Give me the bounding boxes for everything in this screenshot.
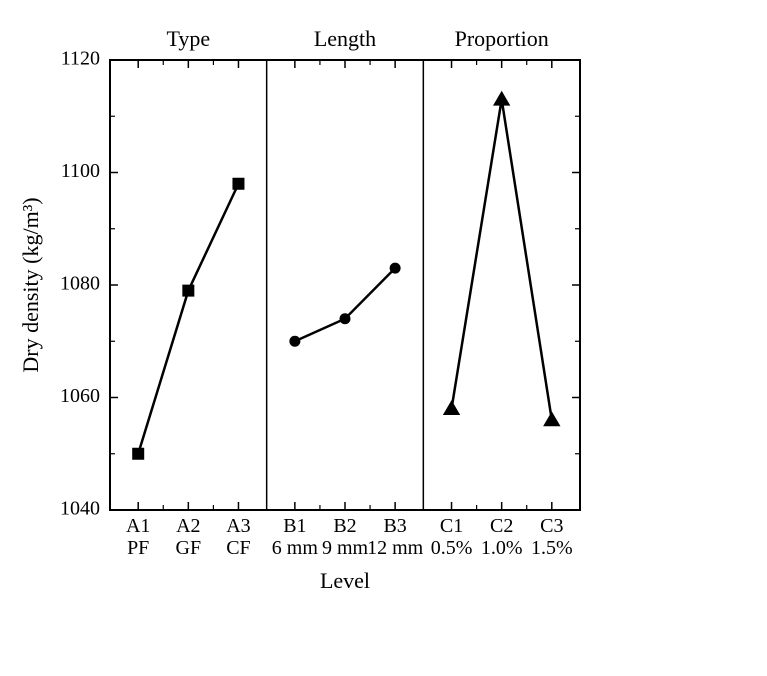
x-tick-label-bottom: 1.5%	[531, 537, 573, 559]
x-tick-label-bottom: GF	[176, 537, 202, 559]
x-tick-label-top: A3	[226, 515, 250, 537]
y-tick-label: 1080	[60, 273, 100, 295]
x-tick-label-bottom: 1.0%	[481, 537, 523, 559]
x-tick-label-bottom: 9 mm	[322, 537, 369, 559]
x-tick-label-bottom: 12 mm	[367, 537, 424, 559]
x-tick-label-bottom: PF	[127, 537, 149, 559]
x-axis-title: Level	[320, 568, 370, 593]
x-tick-label-bottom: 0.5%	[431, 537, 473, 559]
panel-header-length: Length	[314, 26, 376, 51]
panel-header-type: Type	[166, 26, 210, 51]
y-tick-label: 1060	[60, 385, 100, 407]
x-tick-label-top: C1	[440, 515, 463, 537]
marker-circle-length	[340, 313, 351, 324]
plot-frame	[110, 60, 580, 510]
marker-circle-length	[390, 263, 401, 274]
x-tick-label-top: C2	[490, 515, 513, 537]
x-tick-label-top: C3	[540, 515, 563, 537]
x-tick-label-bottom: CF	[226, 537, 250, 559]
y-tick-label: 1040	[60, 498, 100, 520]
x-tick-label-bottom: 6 mm	[272, 537, 319, 559]
x-tick-label-top: B2	[333, 515, 356, 537]
marker-square-type	[182, 285, 194, 297]
y-axis-title: Dry density (kg/m³)	[18, 197, 43, 372]
marker-square-type	[132, 448, 144, 460]
y-tick-label: 1100	[61, 160, 100, 182]
x-tick-label-top: B1	[283, 515, 306, 537]
y-tick-label: 1120	[61, 48, 100, 70]
marker-circle-length	[289, 336, 300, 347]
marker-square-type	[232, 178, 244, 190]
x-tick-label-top: A1	[126, 515, 150, 537]
x-tick-label-top: A2	[176, 515, 200, 537]
x-tick-label-top: B3	[383, 515, 406, 537]
chart-container: 1040 1060 1080 1100 1120 Dry density (kg/m³) T…	[0, 0, 767, 676]
chart-svg: 1040 1060 1080 1100 1120 Dry density (kg/m³) T…	[0, 0, 767, 676]
panel-header-proportion: Proportion	[455, 26, 549, 51]
